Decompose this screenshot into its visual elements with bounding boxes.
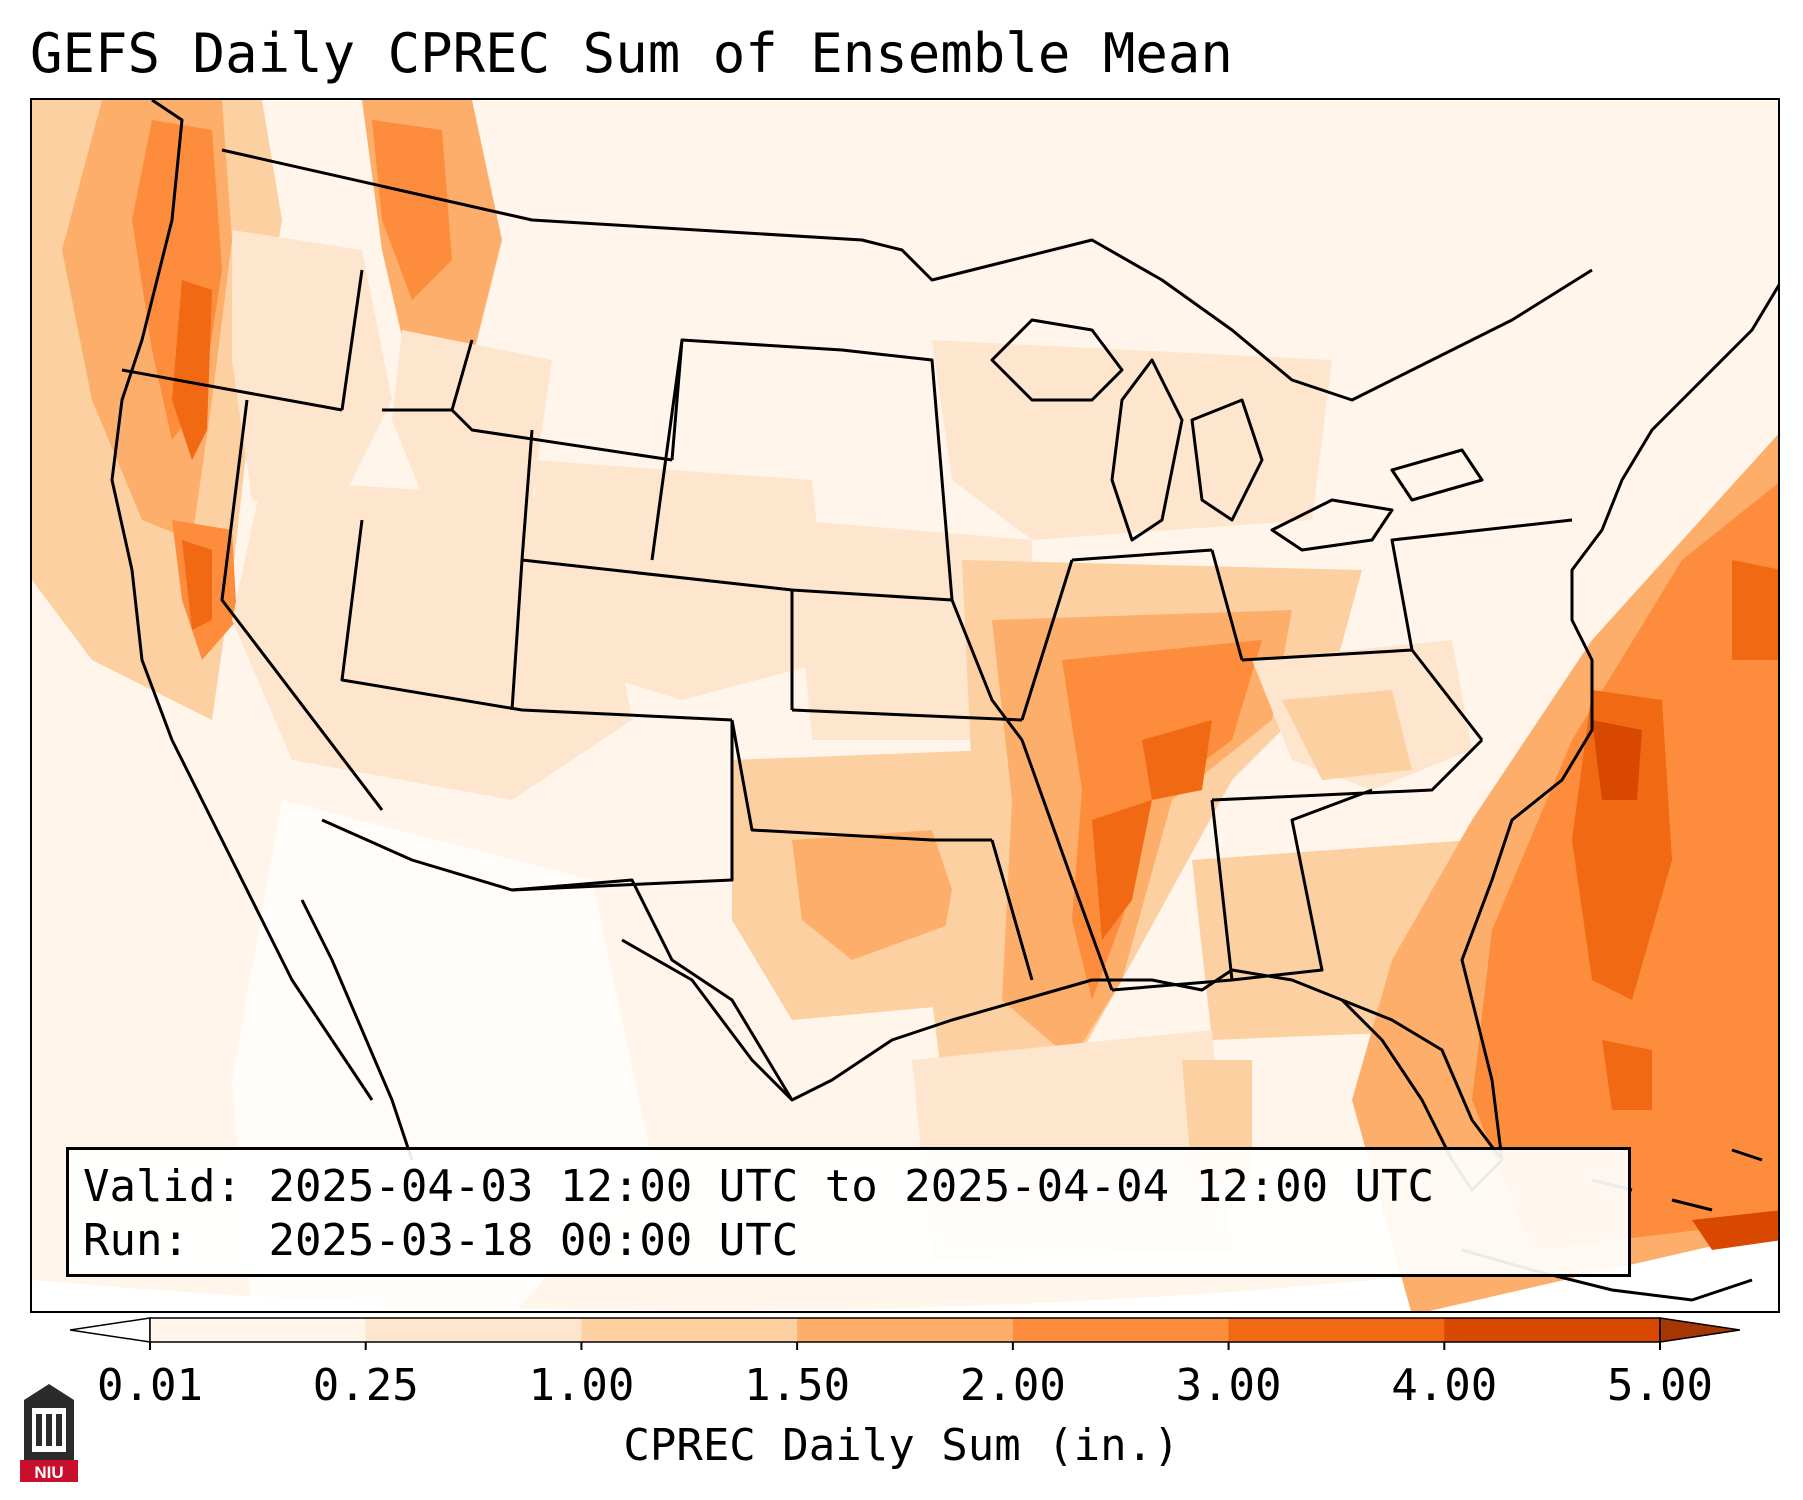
- precipitation-map: [30, 98, 1780, 1313]
- colorbar: [70, 1317, 1740, 1350]
- precip-central-band: [932, 560, 1472, 1160]
- valid-time-range: 2025-04-03 12:00 UTC to 2025-04-04 12:00…: [268, 1161, 1435, 1212]
- colorbar-extend-high: [1659, 1317, 1740, 1343]
- colorbar-tick-label: 2.00: [959, 1360, 1066, 1411]
- chart-title: GEFS Daily CPREC Sum of Ensemble Mean: [30, 22, 1233, 85]
- niu-logo: NIU: [20, 1384, 78, 1482]
- border-mexico: [321, 818, 794, 1101]
- border-canada: [221, 148, 1593, 402]
- coastline-atlantic: [1460, 283, 1778, 1161]
- colorbar-segment: [1228, 1318, 1445, 1342]
- colorbar-tick-label: 0.01: [97, 1360, 203, 1411]
- colorbar-extend-low: [70, 1317, 151, 1343]
- colorbar-label: CPREC Daily Sum (in.): [623, 1420, 1180, 1471]
- domain-edge: [32, 1230, 1778, 1311]
- precip-atlantic: [1352, 434, 1778, 1311]
- colorbar-segment: [581, 1318, 798, 1342]
- run-label: Run:: [83, 1215, 189, 1266]
- colorbar-tick-label: 5.00: [1607, 1360, 1713, 1411]
- colorbar-segment: [365, 1318, 582, 1342]
- baja: [300, 899, 414, 1161]
- colorbar-tick-label: 0.25: [312, 1360, 419, 1411]
- logo-text: NIU: [34, 1463, 63, 1482]
- colorbar-tick-label: 1.50: [744, 1360, 851, 1411]
- colorbar-tick-label: 1.00: [528, 1360, 635, 1411]
- colorbar-segment: [1444, 1318, 1661, 1342]
- colorbar-tick-label: 3.00: [1175, 1360, 1282, 1411]
- colorbar-segment: [797, 1318, 1014, 1342]
- state-lines: [121, 269, 1573, 992]
- colorbar-outline: [149, 1317, 1661, 1343]
- run-time: 2025-03-18 00:00 UTC: [268, 1215, 799, 1266]
- colorbar-segment: [150, 1318, 367, 1342]
- great-lakes: [990, 318, 1484, 552]
- colorbar-tick-label: 4.00: [1391, 1360, 1498, 1411]
- colorbar-segment: [1012, 1318, 1230, 1342]
- coastline-west: [110, 100, 374, 1101]
- coastline-gulf: [621, 938, 1504, 1161]
- boundaries: [110, 100, 1778, 1192]
- valid-label: Valid:: [83, 1161, 242, 1212]
- valid-run-infobox: Valid: 2025-04-03 12:00 UTC to 2025-04-0…: [66, 1147, 1631, 1277]
- map-canvas: [32, 100, 1778, 1311]
